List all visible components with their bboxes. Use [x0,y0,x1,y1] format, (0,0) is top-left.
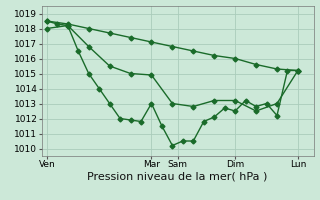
X-axis label: Pression niveau de la mer( hPa ): Pression niveau de la mer( hPa ) [87,172,268,182]
